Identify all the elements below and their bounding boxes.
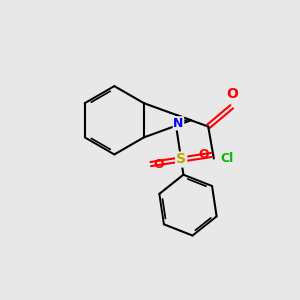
Text: Cl: Cl: [220, 152, 234, 165]
Text: O: O: [198, 148, 208, 161]
Text: S: S: [176, 152, 186, 167]
Text: N: N: [173, 117, 184, 130]
Text: O: O: [226, 87, 238, 101]
Text: O: O: [154, 158, 164, 171]
